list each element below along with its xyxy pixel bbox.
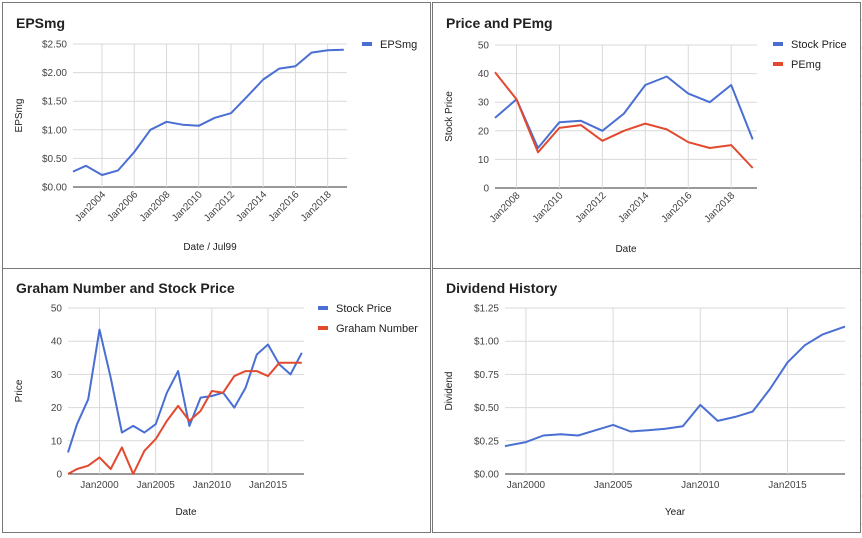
x-tick-label: Jan2005	[136, 480, 175, 491]
y-tick-label: 20	[478, 126, 490, 137]
chart-title: Dividend History	[446, 280, 557, 296]
y-tick-label: 0	[56, 470, 62, 481]
chart-title: Price and PEmg	[446, 15, 553, 31]
x-tick-label: Jan2015	[768, 480, 807, 491]
y-tick-label: 50	[51, 304, 63, 315]
chart-panel-3: Graham Number and Stock Price 0 10 20 30 40 50…	[2, 268, 431, 533]
y-tick-label: 30	[478, 98, 490, 109]
y-axis-title: EPSmg	[14, 99, 25, 133]
panel-frame	[2, 2, 431, 269]
series-line-stock-price	[494, 75, 754, 149]
panel-frame	[432, 268, 861, 533]
series-line-pemg	[494, 71, 754, 169]
y-tick-label: $0.00	[474, 470, 499, 481]
chart-title: Graham Number and Stock Price	[16, 280, 235, 296]
y-tick-label: 10	[478, 155, 490, 166]
y-axis-title: Price	[14, 379, 25, 402]
legend-label: PEmg	[791, 59, 821, 71]
chart-title: EPSmg	[16, 15, 65, 31]
series-line-stock-price	[67, 328, 303, 453]
series-line-graham-number	[67, 361, 302, 475]
legend-swatch	[362, 42, 372, 46]
x-axis-title: Date	[615, 244, 637, 255]
y-tick-label: 40	[51, 337, 63, 348]
y-tick-label: $2.00	[42, 68, 67, 79]
y-tick-label: $0.00	[42, 183, 67, 194]
y-tick-label: $1.00	[474, 337, 499, 348]
y-tick-label: 30	[51, 370, 63, 381]
x-tick-label: Jan2010	[193, 480, 232, 491]
legend-label: Stock Price	[336, 303, 392, 315]
series-line-dividend	[504, 325, 846, 448]
y-tick-label: $1.00	[42, 125, 67, 136]
x-axis-title: Year	[665, 507, 686, 518]
y-tick-label: $0.75	[474, 370, 499, 381]
legend-swatch	[318, 306, 328, 310]
legend-swatch	[773, 62, 783, 66]
y-tick-label: $1.25	[474, 304, 499, 315]
y-tick-label: 20	[51, 403, 63, 414]
y-tick-label: 50	[478, 41, 490, 52]
y-axis-title: Stock Price	[444, 91, 455, 142]
legend-swatch	[773, 42, 783, 46]
y-tick-label: 10	[51, 436, 63, 447]
x-tick-label: Jan2010	[681, 480, 720, 491]
x-axis-title: Date	[175, 507, 197, 518]
y-tick-label: 0	[483, 184, 489, 195]
x-tick-label: Jan2000	[80, 480, 119, 491]
x-tick-label: Jan2005	[594, 480, 633, 491]
legend-label: Stock Price	[791, 39, 847, 51]
y-tick-label: $0.25	[474, 436, 499, 447]
y-tick-label: $0.50	[42, 154, 67, 165]
y-tick-label: 40	[478, 69, 490, 80]
series-line-epsmg	[72, 48, 344, 176]
legend-label: EPSmg	[380, 39, 417, 51]
legend-swatch	[318, 326, 328, 330]
chart-panel-4: Dividend History $0.00 $0.25 $0.50 $0.75 $1.0…	[432, 268, 861, 533]
legend-label: Graham Number	[336, 323, 418, 335]
panel-frame	[2, 268, 431, 533]
x-tick-label: Jan2015	[249, 480, 288, 491]
y-tick-label: $0.50	[474, 403, 499, 414]
x-axis-title: Date / Jul99	[183, 242, 237, 253]
y-tick-label: $2.50	[42, 40, 67, 51]
panel-frame	[432, 2, 861, 269]
x-tick-label: Jan2000	[507, 480, 546, 491]
chart-panel-1: EPSmg$0.00$0.50$1.00$1.50$2.00$2.50Jan20…	[2, 2, 431, 269]
y-axis-title: Dividend	[444, 372, 455, 411]
y-tick-label: $1.50	[42, 97, 67, 108]
